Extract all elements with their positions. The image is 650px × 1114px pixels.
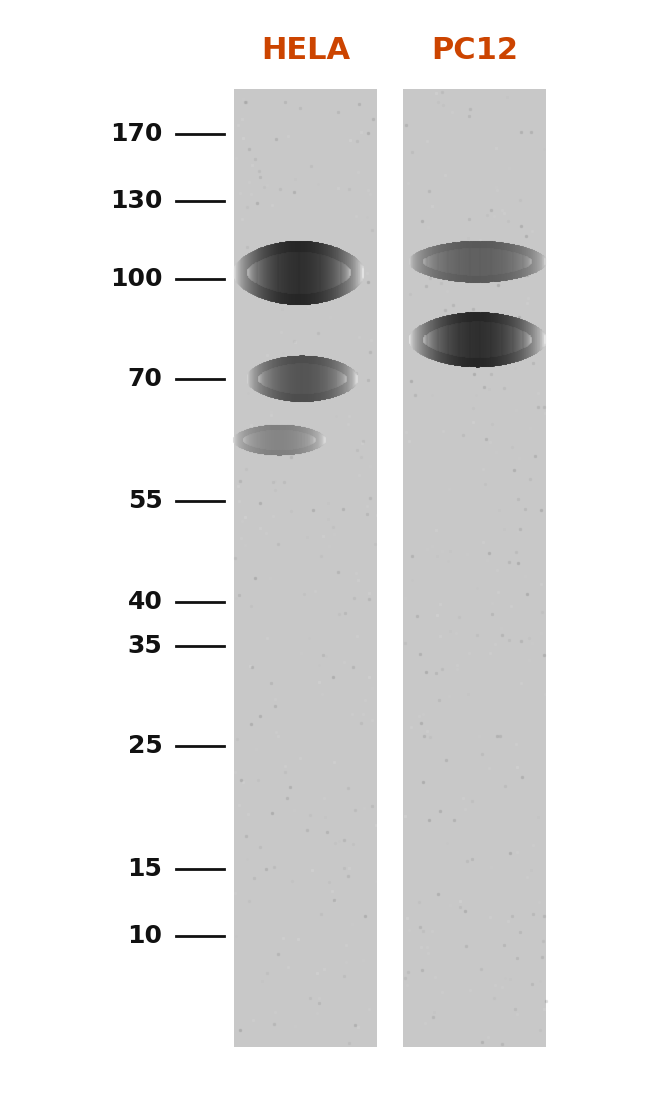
FancyBboxPatch shape bbox=[403, 89, 546, 1047]
Text: HELA: HELA bbox=[261, 36, 350, 65]
Text: 15: 15 bbox=[127, 857, 162, 881]
Text: 130: 130 bbox=[110, 188, 162, 213]
FancyBboxPatch shape bbox=[234, 89, 377, 1047]
Text: 35: 35 bbox=[128, 634, 162, 658]
Text: 40: 40 bbox=[127, 589, 162, 614]
Text: 170: 170 bbox=[110, 121, 162, 146]
Text: 70: 70 bbox=[127, 367, 162, 391]
Text: 25: 25 bbox=[128, 734, 162, 759]
Text: 100: 100 bbox=[110, 266, 162, 291]
Text: 55: 55 bbox=[128, 489, 162, 514]
Text: PC12: PC12 bbox=[431, 36, 518, 65]
Text: 10: 10 bbox=[127, 924, 162, 948]
